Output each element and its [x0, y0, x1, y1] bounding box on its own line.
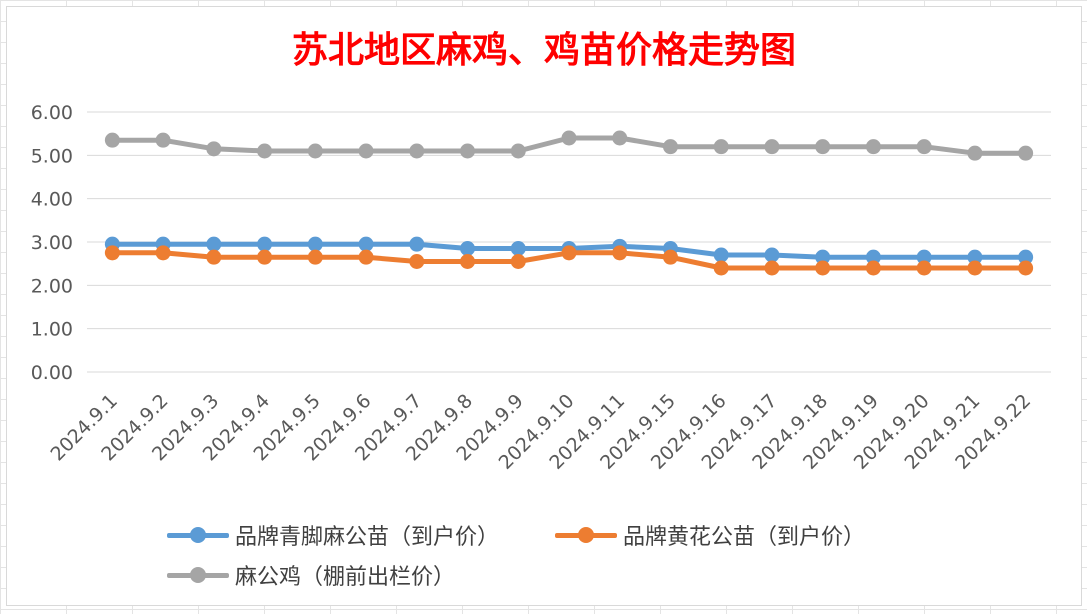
legend-dot [190, 567, 206, 583]
data-point [561, 245, 577, 261]
legend-label: 品牌青脚麻公苗（到户价） [235, 525, 500, 550]
chart-title: 苏北地区麻鸡、鸡苗价格走势图 [291, 29, 796, 71]
legend-dot [578, 527, 594, 543]
data-point [358, 249, 374, 265]
data-point [257, 143, 273, 159]
legend-item-series-0: 品牌青脚麻公苗（到户价） [167, 519, 499, 551]
data-point [155, 132, 171, 148]
y-tick-label: 3.00 [31, 232, 73, 254]
data-point [307, 249, 323, 265]
data-point [358, 143, 374, 159]
data-point [460, 254, 476, 269]
data-point [967, 145, 983, 161]
data-point [916, 139, 932, 155]
data-point [916, 260, 932, 276]
data-point [764, 139, 780, 155]
data-point [865, 249, 881, 265]
data-point [104, 132, 120, 148]
data-point [916, 249, 932, 265]
data-point [764, 247, 780, 263]
data-point [307, 236, 323, 252]
legend-item-series-2: 麻公鸡（棚前出栏价） [167, 559, 455, 591]
chart-area[interactable]: 苏北地区麻鸡、鸡苗价格走势图 0.00 1.00 2.00 3.00 4.00 5.00 6… [6, 6, 1082, 606]
data-point [510, 254, 526, 269]
data-point [713, 247, 729, 263]
data-point [1018, 145, 1034, 161]
data-point [815, 249, 831, 265]
data-point [257, 249, 273, 265]
legend-dot [190, 527, 206, 543]
data-point [815, 260, 831, 276]
data-point [307, 143, 323, 159]
data-point [612, 130, 628, 146]
legend-item-series-1: 品牌黄花公苗（到户价） [555, 519, 865, 551]
data-point [409, 236, 425, 252]
legend-label: 品牌黄花公苗（到户价） [623, 525, 866, 550]
data-point [510, 143, 526, 159]
data-point [460, 241, 476, 256]
y-tick-label: 0.00 [31, 362, 73, 384]
data-point [612, 245, 628, 261]
data-point [510, 241, 526, 256]
y-tick-label: 6.00 [31, 102, 73, 124]
legend-marker-icon [555, 527, 617, 543]
data-point [1018, 249, 1034, 265]
data-point [713, 260, 729, 276]
y-tick-label: 1.00 [31, 319, 73, 341]
data-point [865, 260, 881, 276]
data-point [409, 254, 425, 269]
data-point [662, 249, 678, 265]
y-tick-label: 4.00 [31, 189, 73, 211]
data-point [206, 249, 222, 265]
data-point [561, 130, 577, 146]
data-point [1018, 260, 1034, 276]
data-point [257, 236, 273, 252]
y-tick-label: 2.00 [31, 275, 73, 297]
data-point [104, 245, 120, 261]
y-tick-label: 5.00 [31, 145, 73, 167]
data-point [764, 260, 780, 276]
data-point [967, 249, 983, 265]
data-point [967, 260, 983, 276]
data-point [865, 139, 881, 155]
data-point [662, 139, 678, 155]
data-point [358, 236, 374, 252]
data-point [409, 143, 425, 159]
data-point [460, 143, 476, 159]
legend-label: 麻公鸡（棚前出栏价） [235, 565, 456, 590]
data-point [155, 245, 171, 261]
data-point [815, 139, 831, 155]
legend-marker-icon [167, 567, 229, 583]
legend-marker-icon [167, 527, 229, 543]
data-point [206, 236, 222, 252]
data-point [713, 139, 729, 155]
data-point [206, 141, 222, 157]
plot-area: 0.001.002.003.004.005.006.00 2024.9.1202… [31, 102, 1051, 474]
